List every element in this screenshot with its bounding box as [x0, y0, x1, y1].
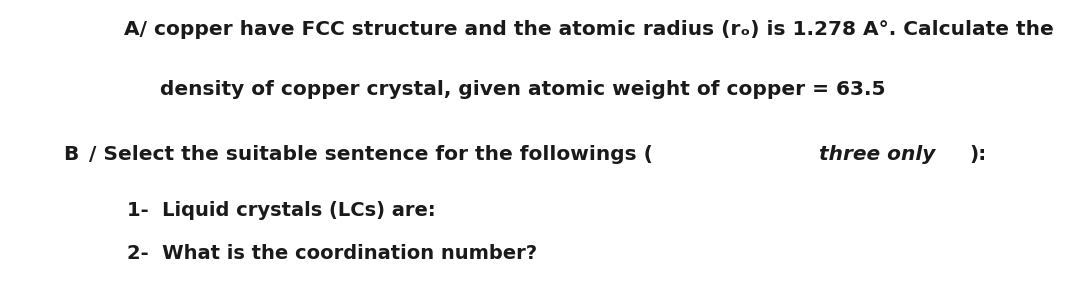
- Text: ):: ):: [969, 145, 986, 164]
- Text: B: B: [63, 145, 78, 164]
- Text: three only: three only: [819, 145, 935, 164]
- Text: density of copper crystal, given atomic weight of copper = 63.5: density of copper crystal, given atomic …: [160, 80, 886, 99]
- Text: 1-  Liquid crystals (LCs) are:: 1- Liquid crystals (LCs) are:: [127, 201, 436, 220]
- Text: 2-  What is the coordination number?: 2- What is the coordination number?: [127, 244, 538, 263]
- Text: A/ copper have FCC structure and the atomic radius (rₒ) is 1.278 A°. Calculate t: A/ copper have FCC structure and the ato…: [124, 20, 1054, 39]
- Text: / Select the suitable sentence for the followings (: / Select the suitable sentence for the f…: [82, 145, 653, 164]
